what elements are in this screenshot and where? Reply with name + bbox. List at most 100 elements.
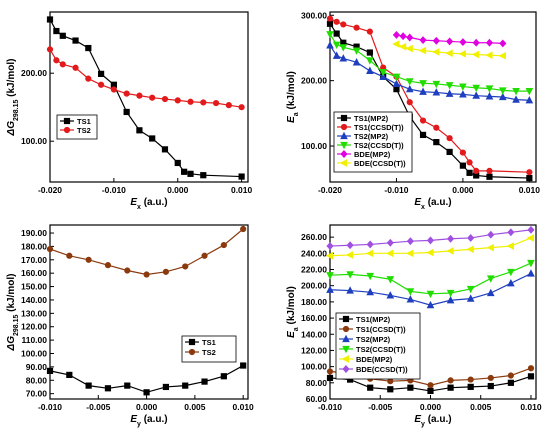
series-line <box>329 23 530 179</box>
series-2 <box>46 225 247 278</box>
data-point <box>466 159 473 166</box>
data-point <box>392 40 400 48</box>
data-point <box>446 289 455 298</box>
data-point <box>367 384 374 391</box>
data-point <box>346 271 354 279</box>
data-point <box>526 174 533 182</box>
chart-panel-2: 100.00 200.00 300.00 -0.020 -0.010 0.000 0.010… <box>286 10 540 210</box>
data-point <box>392 73 401 82</box>
data-point <box>182 382 189 389</box>
series-line <box>329 18 530 173</box>
y-tick-label: 180.00 <box>21 241 47 251</box>
data-point <box>346 241 354 250</box>
series-6 <box>392 40 506 60</box>
x-axis-label: Ex (a.u.) <box>414 197 451 211</box>
y-tick-label: 100.00 <box>301 141 327 151</box>
data-point <box>200 172 207 179</box>
y-tick-label: 170.00 <box>21 255 47 265</box>
legend-marker <box>342 325 350 333</box>
x-tick-label: -0.010 <box>38 402 62 412</box>
data-point <box>326 20 334 27</box>
y-tick-label: 120.00 <box>21 322 47 332</box>
x-tick-label: -0.010 <box>384 185 408 195</box>
legend-entry: TS2(CCSD(T)) <box>354 141 404 150</box>
data-point <box>445 89 454 97</box>
data-point <box>432 36 440 45</box>
data-point <box>124 267 131 274</box>
series-line <box>396 34 503 44</box>
data-point <box>46 46 54 53</box>
data-point <box>326 374 334 382</box>
y-tick-label: 300.00 <box>301 10 327 20</box>
data-point <box>498 92 507 101</box>
data-point <box>507 379 514 386</box>
series-line <box>49 19 242 178</box>
data-point <box>46 367 54 374</box>
data-point <box>527 259 535 268</box>
data-point <box>466 245 474 254</box>
y-tick-label: 150.00 <box>21 282 47 292</box>
data-point <box>466 169 473 176</box>
y-tick-label: 90.00 <box>26 362 48 372</box>
data-point <box>527 365 535 372</box>
legend-marker <box>340 131 348 140</box>
series-2 <box>46 46 245 111</box>
series-line <box>49 228 244 276</box>
x-tick-label: -0.005 <box>86 402 110 412</box>
series-line <box>396 43 503 57</box>
series-5 <box>325 234 535 260</box>
legend-marker <box>188 348 196 356</box>
data-point <box>466 285 475 294</box>
legend-entry: TS1(MP2) <box>354 114 389 123</box>
legend-entry: TS2(MP2) <box>356 335 391 344</box>
data-point <box>326 242 334 250</box>
x-tick-label: -0.005 <box>368 402 392 412</box>
data-point <box>405 44 413 53</box>
legend-entry: TS1(MP2) <box>356 315 391 324</box>
y-tick-label: 100.00 <box>21 136 47 146</box>
data-point <box>53 27 60 35</box>
y-tick-label: 160.00 <box>301 313 327 323</box>
x-tick-label: -0.010 <box>318 402 342 412</box>
data-point <box>220 241 227 249</box>
series-5 <box>392 30 507 48</box>
x-axis-label: Ey (a.u.) <box>414 414 451 428</box>
data-point <box>386 291 395 299</box>
legend-entry: TS2 <box>202 348 216 357</box>
legend-entry: BDE(MP2) <box>356 355 393 364</box>
y-axis-label: ΔG298.15 (kJ/mol) <box>6 58 20 136</box>
data-point <box>332 41 341 49</box>
data-point <box>187 170 194 177</box>
y-tick-label: 130.00 <box>21 308 47 318</box>
plot-frame <box>329 11 537 183</box>
data-point <box>487 382 494 390</box>
x-tick-label: 0.000 <box>136 402 158 412</box>
data-point <box>104 262 112 269</box>
data-point <box>472 91 481 99</box>
data-point <box>459 90 467 98</box>
data-point <box>446 148 453 156</box>
plot-frame <box>49 11 249 183</box>
data-point <box>472 38 480 47</box>
y-tick-label: 140.00 <box>21 295 47 305</box>
data-point <box>433 139 440 146</box>
legend-entry: TS2(CCSD(T)) <box>356 345 406 354</box>
data-point <box>398 42 407 51</box>
data-point <box>182 263 189 270</box>
data-point <box>386 249 394 258</box>
legend-entry: TS1(CCSD(T)) <box>356 325 406 334</box>
data-point <box>110 86 117 93</box>
data-point <box>333 18 340 25</box>
data-point <box>326 31 334 39</box>
legend-entry: BDE(CCSD(T)) <box>356 365 408 374</box>
chart-panel-1: 100.00 200.00 -0.020 -0.010 0.000 0.010 Ex (a.… <box>6 11 253 211</box>
data-point <box>387 386 394 393</box>
data-point <box>332 51 341 59</box>
legend-marker <box>340 150 348 158</box>
legend-marker <box>188 338 196 346</box>
data-point <box>326 15 334 22</box>
legend-entry: BDE(MP2) <box>354 150 391 159</box>
